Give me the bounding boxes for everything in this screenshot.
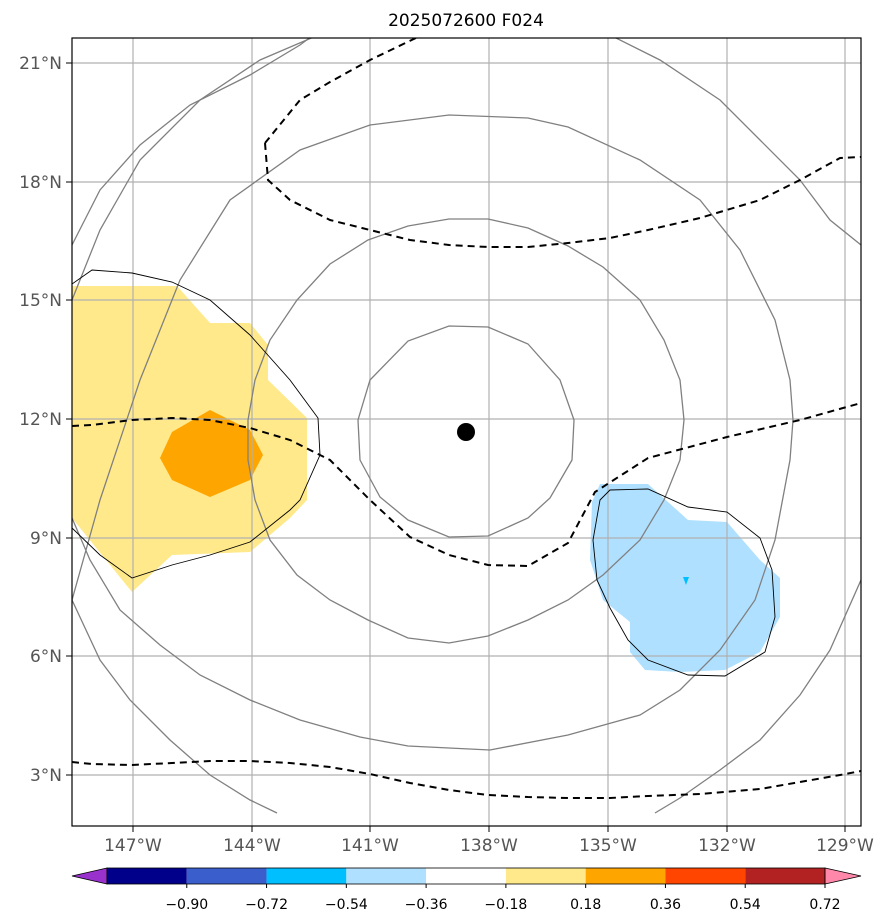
longitude-label: 129°W xyxy=(816,836,874,856)
latitude-label: 9°N xyxy=(30,529,62,549)
latitude-label: 12°N xyxy=(19,410,62,430)
latitude-axis: 3°N 6°N 9°N 12°N 15°N 18°N 21°N xyxy=(19,54,72,786)
colorbar-segment xyxy=(745,868,825,884)
longitude-label: 144°W xyxy=(223,836,281,856)
map-gridlines xyxy=(72,38,861,826)
colorbar-tick-label: −0.18 xyxy=(484,897,527,913)
colorbar-segment xyxy=(585,868,666,884)
colorbar-tick-label: −0.72 xyxy=(245,897,288,913)
pressure-contours xyxy=(72,38,861,814)
longitude-axis: 147°W 144°W 141°W 138°W 135°W 132°W 129°W xyxy=(104,826,874,856)
colorbar-tick-label: 0.18 xyxy=(570,897,601,913)
small-anomaly-marker xyxy=(683,577,689,585)
colorbar-tick-label: 0.72 xyxy=(809,897,840,913)
longitude-label: 135°W xyxy=(579,836,637,856)
map-title: 2025072600 F024 xyxy=(388,11,544,31)
colorbar-extend-low xyxy=(71,867,108,885)
colorbar-segment xyxy=(186,868,267,884)
colorbar-extend-high xyxy=(824,867,862,885)
longitude-label: 132°W xyxy=(698,836,756,856)
colorbar-tick-label: −0.36 xyxy=(405,897,448,913)
map-frame xyxy=(71,37,862,827)
colorbar: −0.90 −0.72 −0.54 −0.36 −0.18 0.18 0.36 0.54 0.7… xyxy=(71,867,890,913)
colorbar-segment xyxy=(107,868,187,884)
anomaly-fill-orange xyxy=(160,410,263,497)
storm-center-marker xyxy=(457,423,475,441)
map-plot-area xyxy=(72,38,861,826)
colorbar-tick-label: −0.90 xyxy=(165,897,208,913)
longitude-label: 141°W xyxy=(341,836,399,856)
dashed-contours xyxy=(72,38,861,799)
latitude-label: 15°N xyxy=(19,291,62,311)
colorbar-tick-label: 0.54 xyxy=(730,897,761,913)
latitude-label: 3°N xyxy=(30,766,62,786)
latitude-label: 6°N xyxy=(30,647,62,667)
colorbar-tick-label: 0.36 xyxy=(650,897,681,913)
colorbar-segment xyxy=(665,868,746,884)
longitude-label: 147°W xyxy=(104,836,162,856)
colorbar-segment xyxy=(266,868,347,884)
longitude-label: 138°W xyxy=(460,836,518,856)
latitude-label: 18°N xyxy=(19,173,62,193)
colorbar-segment xyxy=(346,868,427,884)
colorbar-segment xyxy=(426,868,506,884)
colorbar-tick-label: −0.54 xyxy=(325,897,368,913)
latitude-label: 21°N xyxy=(19,54,62,74)
colorbar-segment xyxy=(505,868,586,884)
